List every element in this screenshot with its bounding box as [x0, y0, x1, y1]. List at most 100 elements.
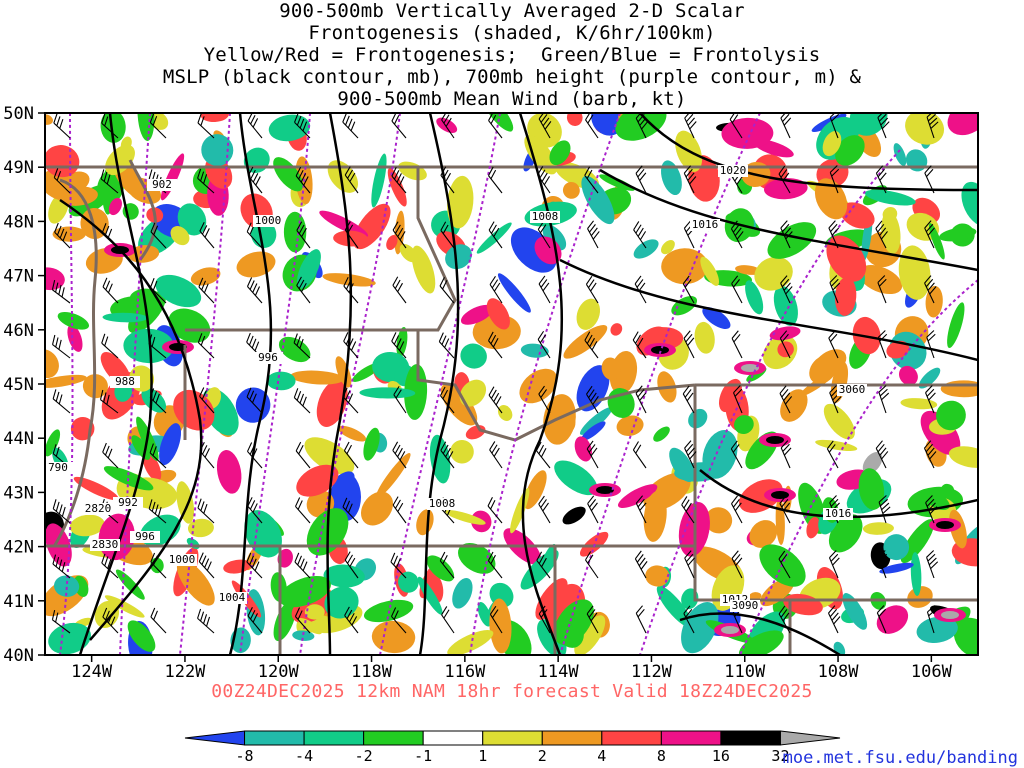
wind-barb: [439, 386, 455, 414]
wind-barb: [926, 550, 939, 579]
frontogenesis-blob: [780, 389, 808, 422]
lat-axis: 50N 49N 48N 47N 46N 45N 44N 43N 42N 41N 40N: [3, 104, 45, 666]
frontogenesis-blob: [916, 616, 958, 644]
wind-barb: [635, 165, 647, 194]
lon-label: 110W: [724, 662, 766, 682]
state-border: [416, 167, 696, 442]
frontogenesis-blob: [704, 507, 733, 534]
wind-barb: [780, 220, 793, 249]
mslp-contour: [679, 612, 841, 655]
frontogenesis-blob: [862, 452, 883, 474]
wind-barb: [635, 385, 647, 414]
frontogenesis-blob: [497, 273, 531, 313]
frontogenesis-blob: [338, 425, 367, 442]
frontogenesis-blob: [447, 175, 474, 229]
frontogenesis-blob: [386, 235, 398, 250]
wind-barb: [102, 442, 119, 469]
frontogenesis-blob: [363, 427, 380, 461]
frontogenesis-blob: [416, 509, 434, 536]
wind-barb: [102, 607, 119, 634]
frontogenesis-blob: [201, 134, 234, 167]
frontogenesis-blob: [292, 630, 315, 641]
wind-barb: [585, 275, 599, 304]
lat-label: 40N: [3, 646, 34, 666]
lon-label: 112W: [631, 662, 673, 682]
wind-barbs: [51, 113, 939, 634]
frontogenesis-blob: [643, 491, 667, 542]
frontogenesis-blob: [333, 471, 355, 491]
frontogenesis-blob: [69, 514, 105, 537]
wind-barb: [926, 330, 936, 359]
frontogenesis-blob: [236, 251, 276, 278]
wind-barb: [101, 223, 119, 249]
frontogenesis-blob: [671, 296, 698, 316]
frontogenesis-blob: [411, 245, 436, 294]
height-label: 790: [43, 461, 73, 474]
wind-barb: [344, 221, 359, 249]
wind-barb: [780, 440, 792, 469]
frontogenesis-blob: [702, 307, 731, 329]
frontogenesis-blob: [953, 617, 978, 655]
wind-barb: [875, 220, 888, 249]
mslp-label: 1000: [167, 553, 197, 566]
colorbar-swatch: [244, 730, 305, 746]
colorbar-swatch: [363, 730, 424, 746]
frontogenesis-blob: [823, 403, 855, 440]
wind-barb: [296, 276, 311, 304]
height-contour: [379, 113, 501, 655]
frontogenesis-blob: [519, 368, 558, 404]
wind-barb: [52, 334, 71, 359]
wind-barb: [924, 275, 937, 304]
frontogenesis-blob: [399, 243, 418, 263]
frontogenesis-blob: [822, 131, 842, 157]
wind-barb: [681, 496, 695, 524]
wind-barb: [778, 550, 791, 579]
frontogenesis-blob: [333, 230, 368, 247]
frontogenesis-blob: [200, 113, 229, 123]
frontogenesis-blob: [115, 569, 145, 600]
frontogenesis-blob: [581, 175, 615, 225]
wind-barb: [778, 605, 791, 634]
lon-label: 120W: [258, 662, 300, 682]
mslp-contour: [639, 113, 978, 192]
wind-barb: [198, 552, 215, 579]
wind-barb: [633, 221, 647, 249]
frontogenesis-blob: [948, 446, 978, 468]
wind-barb: [780, 275, 793, 304]
lat-label: 50N: [3, 104, 34, 124]
frontogenesis-blob: [360, 491, 394, 526]
wind-barb: [392, 276, 407, 304]
mslp-label: 902: [147, 178, 177, 191]
frontogenesis-blob: [371, 620, 416, 654]
frontogenesis-blob: [102, 312, 148, 323]
frontogenesis-blob: [702, 430, 738, 479]
colorbar-swatch: [184, 730, 246, 746]
wind-barb: [198, 277, 215, 304]
colorbar-swatch: [422, 730, 484, 746]
frontogenesis-blob: [48, 622, 91, 655]
frontogenesis-blob: [842, 593, 868, 630]
frontogenesis-blob: [864, 189, 916, 206]
frontogenesis-blob: [688, 408, 708, 429]
frontogenesis-blob: [554, 599, 594, 646]
frontogenesis-blob: [645, 565, 670, 587]
height-contour: [59, 113, 74, 655]
lon-label: 106W: [911, 662, 953, 682]
wind-barb: [635, 605, 647, 634]
wind-barb: [634, 550, 648, 579]
wind-barb: [149, 443, 167, 469]
wind-barb: [438, 332, 455, 359]
frontogenesis-blob: [806, 516, 820, 539]
frontogenesis-blob: [826, 235, 867, 282]
wind-barb: [731, 330, 743, 359]
svg-text:2830: 2830: [92, 538, 119, 551]
frontogenesis-blob: [918, 367, 941, 389]
wind-barb: [733, 385, 743, 414]
wind-barb: [875, 165, 887, 194]
frontogenesis-max: [771, 491, 789, 499]
frontogenesis-blob: [122, 203, 139, 220]
wind-barb: [247, 606, 263, 634]
frontogenesis-blob: [834, 277, 857, 316]
wind-barb: [875, 440, 889, 469]
wind-barb: [683, 605, 695, 634]
